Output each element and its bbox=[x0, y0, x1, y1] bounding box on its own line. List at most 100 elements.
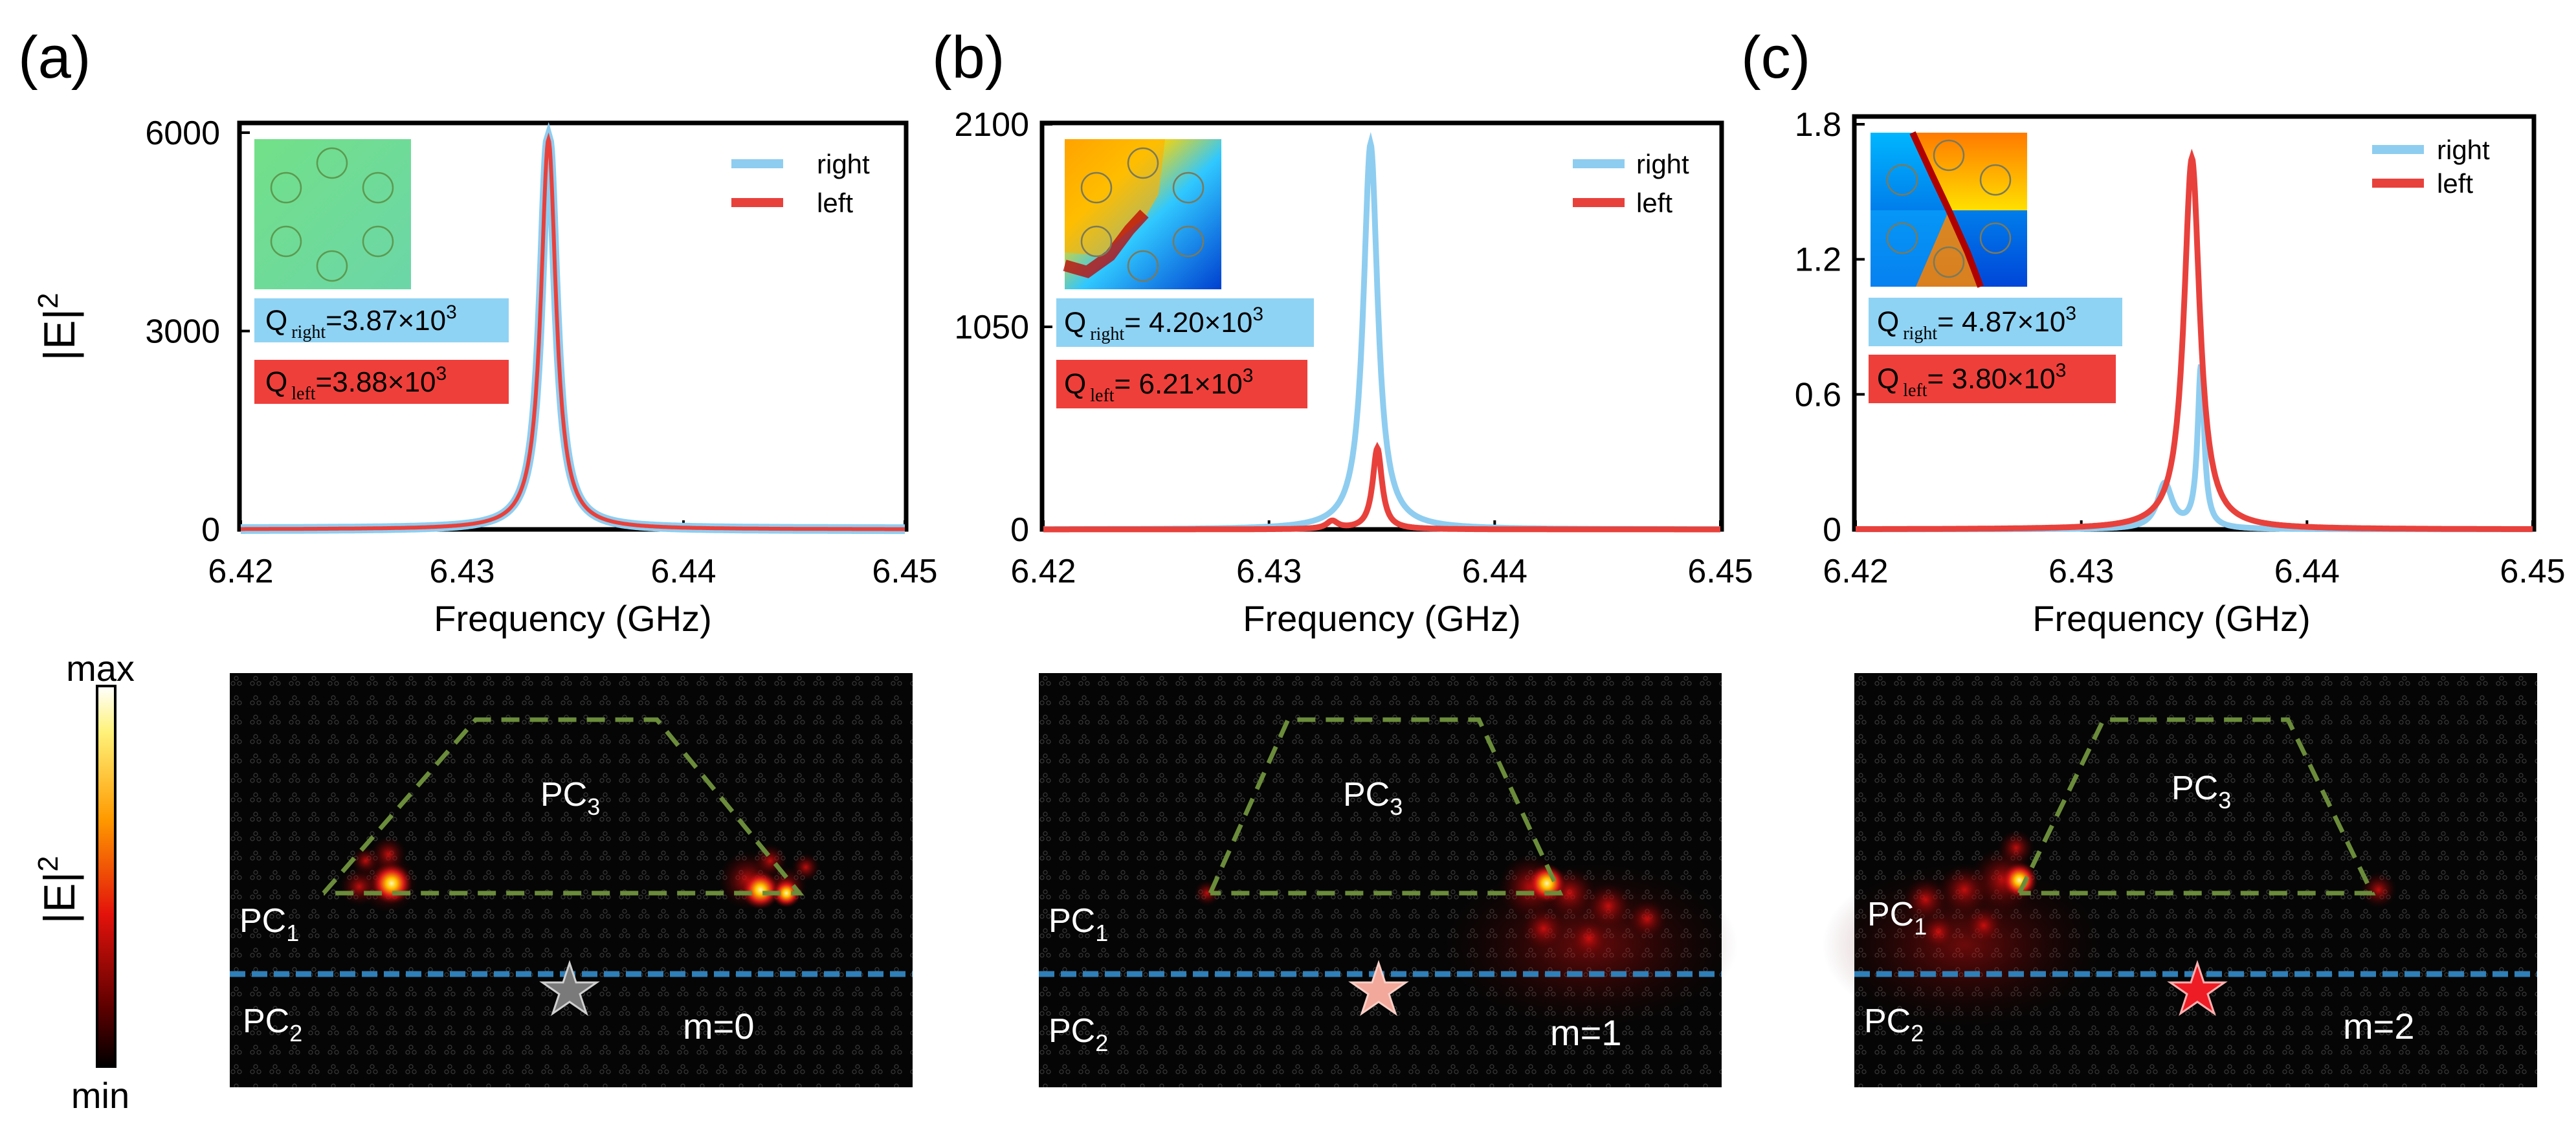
source-star bbox=[2167, 960, 2228, 1016]
panel-a: (a) |E|2 0 3000 6000 6.42 6.43 6.44 6.45 Freq… bbox=[18, 25, 938, 639]
inset-field-lower bbox=[1916, 210, 1981, 287]
pc2-sub: 2 bbox=[1095, 1030, 1108, 1056]
pc1-text: PC bbox=[239, 902, 286, 940]
pc3-label: PC3 bbox=[1343, 776, 1403, 820]
pc1-label: PC1 bbox=[1867, 896, 1927, 940]
xlabel: Frequency (GHz) bbox=[2032, 598, 2310, 639]
pc1-label: PC1 bbox=[239, 902, 299, 946]
x-tick-label: 6.42 bbox=[208, 553, 273, 590]
series-left bbox=[1043, 441, 1720, 533]
y-tick-label: 1.8 bbox=[1795, 106, 1841, 144]
series-line-left bbox=[1856, 148, 2533, 532]
q-left-sub: left bbox=[1903, 381, 1927, 401]
x-ticks: 6.42 6.43 6.44 6.45 bbox=[1823, 520, 2566, 590]
y-tick-label: 1050 bbox=[954, 309, 1029, 346]
x-ticks: 6.42 6.43 6.44 6.45 bbox=[1010, 520, 1753, 590]
mode-label: m=1 bbox=[1550, 1012, 1622, 1053]
pc3-boundary bbox=[2017, 717, 2376, 896]
panel-c: (c) 0 0.6 1.2 1.8 6.42 6.43 6.44 6.45 Frequenc… bbox=[1741, 25, 2566, 639]
y-tick-label: 2100 bbox=[954, 106, 1029, 144]
colorbar-gradient bbox=[96, 685, 117, 1068]
y-ticks: 0 1050 2100 bbox=[954, 106, 1052, 549]
pc2-label: PC2 bbox=[1049, 1012, 1108, 1056]
pc1-text: PC bbox=[1867, 896, 1914, 933]
pc3-label: PC3 bbox=[2171, 770, 2231, 814]
y-ticks: 0 0.6 1.2 1.8 bbox=[1795, 106, 1865, 549]
field-map-a: PC3 PC1 PC2 m=0 bbox=[230, 673, 913, 1087]
pc2-text: PC bbox=[243, 1003, 289, 1040]
y-tick-label: 0.6 bbox=[1795, 376, 1841, 414]
series-left bbox=[1856, 148, 2533, 532]
x-tick-label: 6.43 bbox=[2049, 553, 2114, 590]
pc1-sub: 1 bbox=[286, 920, 299, 946]
pc3-boundary bbox=[1208, 717, 1564, 896]
q-left-sub: left bbox=[1090, 386, 1115, 406]
ylabel-text: |E| bbox=[35, 309, 84, 361]
inset-rods bbox=[270, 147, 394, 282]
q-right-exp: 3 bbox=[446, 302, 457, 323]
pc2-text: PC bbox=[1049, 1012, 1095, 1050]
x-tick-label: 6.43 bbox=[1236, 553, 1302, 590]
x-tick-label: 6.45 bbox=[1687, 553, 1753, 590]
pc2-label: PC2 bbox=[1864, 1003, 1924, 1047]
y-tick-label: 0 bbox=[1823, 511, 1841, 549]
q-left-exp: 3 bbox=[1243, 365, 1254, 386]
q-left-prefix: Q bbox=[265, 366, 287, 398]
q-right-prefix: Q bbox=[1064, 307, 1086, 338]
legend-label-right: right bbox=[2437, 135, 2490, 165]
pc1-sub: 1 bbox=[1914, 913, 1927, 940]
mode-label: m=0 bbox=[683, 1006, 755, 1047]
pc1-text: PC bbox=[1049, 902, 1095, 940]
q-left-value: =3.88×10 bbox=[316, 366, 436, 398]
xlabel: Frequency (GHz) bbox=[434, 598, 711, 639]
series-line-left bbox=[1043, 441, 1720, 533]
y-tick-label: 0 bbox=[1010, 511, 1029, 549]
pc2-sub: 2 bbox=[1911, 1020, 1924, 1047]
x-tick-label: 6.43 bbox=[429, 553, 494, 590]
source-star bbox=[1348, 960, 1409, 1016]
inset-rods bbox=[1080, 147, 1205, 282]
pc3-text: PC bbox=[1343, 776, 1390, 814]
y-ticks: 0 3000 6000 bbox=[145, 115, 250, 549]
field-map-b: PC3 PC1 PC2 m=1 bbox=[1039, 673, 1738, 1087]
x-tick-label: 6.44 bbox=[650, 553, 716, 590]
legend-label-left: left bbox=[1636, 188, 1672, 218]
q-right-value: =3.87×10 bbox=[326, 305, 446, 337]
source-star bbox=[539, 960, 600, 1016]
legend: right left bbox=[2372, 135, 2490, 199]
panel-label: (c) bbox=[1741, 25, 1810, 91]
series-line-left bbox=[241, 132, 905, 531]
q-left-exp: 3 bbox=[436, 363, 447, 384]
legend-label-right: right bbox=[817, 149, 870, 179]
colorbar-title: |E|2 bbox=[32, 856, 84, 924]
x-tick-label: 6.45 bbox=[872, 553, 937, 590]
q-right-prefix: Q bbox=[1877, 306, 1899, 338]
series-left bbox=[241, 132, 905, 531]
q-left-value: = 3.80×10 bbox=[1927, 363, 2056, 395]
inset-phase-profile bbox=[1871, 131, 2027, 288]
pc1-sub: 1 bbox=[1095, 920, 1108, 946]
legend: right left bbox=[1573, 149, 1689, 218]
mode-label: m=2 bbox=[2343, 1006, 2415, 1047]
q-right-sub: right bbox=[1090, 324, 1124, 344]
x-tick-label: 6.42 bbox=[1010, 553, 1076, 590]
pc3-text: PC bbox=[2171, 770, 2218, 807]
q-right-exp: 3 bbox=[1252, 304, 1263, 325]
q-left-sub: left bbox=[291, 384, 316, 404]
q-left-prefix: Q bbox=[1877, 363, 1899, 395]
panel-label: (b) bbox=[932, 25, 1005, 91]
xlabel: Frequency (GHz) bbox=[1243, 598, 1520, 639]
legend-label-left: left bbox=[817, 188, 853, 218]
x-tick-label: 6.44 bbox=[2274, 553, 2340, 590]
ylabel: |E|2 bbox=[32, 293, 84, 360]
pc3-boundary bbox=[322, 717, 805, 896]
